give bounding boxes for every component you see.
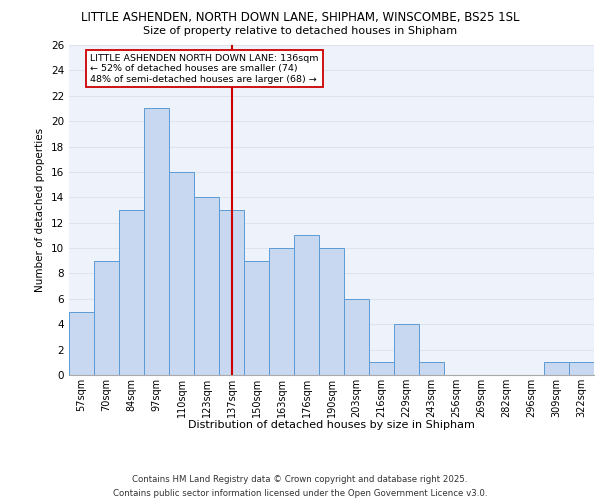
Bar — [269, 248, 294, 375]
Bar — [294, 236, 319, 375]
Bar — [319, 248, 344, 375]
Bar — [344, 299, 369, 375]
Text: LITTLE ASHENDEN, NORTH DOWN LANE, SHIPHAM, WINSCOMBE, BS25 1SL: LITTLE ASHENDEN, NORTH DOWN LANE, SHIPHA… — [81, 12, 519, 24]
Bar — [419, 362, 444, 375]
Bar — [244, 261, 269, 375]
Bar — [94, 261, 119, 375]
Text: Size of property relative to detached houses in Shipham: Size of property relative to detached ho… — [143, 26, 457, 36]
Bar — [119, 210, 144, 375]
Bar — [369, 362, 394, 375]
Bar — [194, 198, 219, 375]
Text: Contains HM Land Registry data © Crown copyright and database right 2025.
Contai: Contains HM Land Registry data © Crown c… — [113, 476, 487, 498]
Bar — [394, 324, 419, 375]
Text: LITTLE ASHENDEN NORTH DOWN LANE: 136sqm
← 52% of detached houses are smaller (74: LITTLE ASHENDEN NORTH DOWN LANE: 136sqm … — [90, 54, 319, 84]
Bar — [569, 362, 594, 375]
Bar — [219, 210, 244, 375]
Y-axis label: Number of detached properties: Number of detached properties — [35, 128, 46, 292]
X-axis label: Distribution of detached houses by size in Shipham: Distribution of detached houses by size … — [188, 420, 475, 430]
Bar — [144, 108, 169, 375]
Bar — [544, 362, 569, 375]
Bar — [69, 312, 94, 375]
Bar — [169, 172, 194, 375]
